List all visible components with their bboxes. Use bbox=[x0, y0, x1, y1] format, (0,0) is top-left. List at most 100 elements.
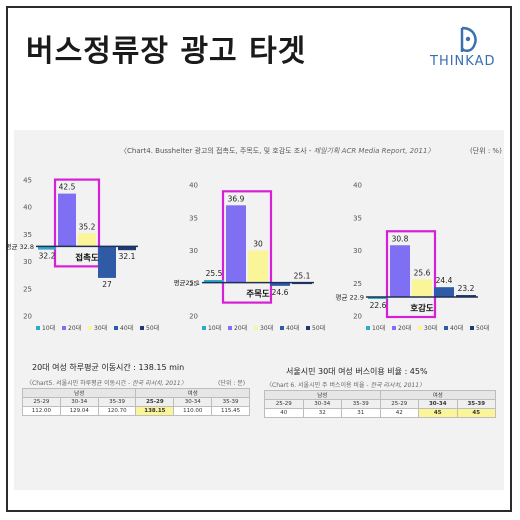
table-age-cell: 35-39 bbox=[211, 397, 250, 407]
table-value-cell: 138.15 bbox=[135, 406, 175, 416]
table-age-cell: 25-29 bbox=[135, 397, 175, 407]
left-table-caption-text: 〈Chart5. 서울시민 하루평균 이동시간 - bbox=[26, 380, 133, 387]
legend-swatch bbox=[62, 326, 66, 330]
data-label: 24.4 bbox=[436, 276, 453, 285]
y-tick-label: 40 bbox=[353, 182, 362, 190]
table-value-cell: 110.00 bbox=[173, 406, 213, 416]
table-group-male: 남성 bbox=[264, 390, 381, 400]
left-table-unit: (단위 : 분) bbox=[218, 380, 246, 387]
left-table-title: 20대 여성 하루평균 이동시간 : 138.15 min bbox=[32, 363, 185, 372]
table-group-female: 여성 bbox=[135, 388, 250, 398]
legend-label: 30대 bbox=[424, 324, 437, 332]
y-tick-label: 30 bbox=[23, 258, 32, 266]
data-label: 30 bbox=[253, 240, 263, 249]
left-table-caption: 〈Chart5. 서울시민 하루평균 이동시간 - 한국 리서치, 2011〉 bbox=[26, 378, 187, 387]
legend-swatch bbox=[114, 326, 118, 330]
thinkad-logo-icon bbox=[460, 26, 477, 52]
data-label: 32.2 bbox=[39, 252, 56, 261]
legend-label: 20대 bbox=[234, 324, 247, 332]
data-label: 24.6 bbox=[272, 288, 289, 297]
legend-swatch bbox=[88, 326, 92, 330]
baseline-label: 평균 22.9 bbox=[336, 293, 365, 302]
bar-10대 bbox=[204, 279, 224, 283]
bar-40대 bbox=[270, 282, 290, 286]
legend-label: 10대 bbox=[42, 324, 55, 332]
data-label: 25.5 bbox=[206, 269, 223, 278]
legend-label: 40대 bbox=[286, 324, 299, 332]
chart-caption-source: 제일기획 ACR Media Report, 2011〉 bbox=[313, 147, 435, 155]
y-tick-label: 25 bbox=[189, 280, 198, 288]
y-tick-label: 20 bbox=[23, 313, 32, 321]
y-tick-label: 30 bbox=[189, 247, 198, 255]
page-title: 버스정류장 광고 타겟 bbox=[26, 34, 307, 69]
table-value-cell: 42 bbox=[379, 408, 419, 418]
table-age-cell: 25-29 bbox=[22, 397, 61, 407]
legend-swatch bbox=[140, 326, 144, 330]
right-table-caption: 〈Chart 6. 서울시민 주 버스이용 비율 - 한국 리서치, 2011〉 bbox=[266, 380, 425, 389]
chart-panel bbox=[14, 130, 504, 490]
bar-20대 bbox=[226, 205, 246, 283]
y-tick-label: 35 bbox=[189, 214, 198, 222]
legend-label: 20대 bbox=[68, 324, 81, 332]
baseline-label: 평균25.1 bbox=[174, 278, 200, 287]
left-data-table: 남성 여성 25-29 30-34 35-39 25-29 30-34 35-3… bbox=[21, 388, 250, 416]
legend-swatch bbox=[418, 326, 422, 330]
chart-caption: 〈Chart4. Busshelter 광고의 접촉도, 주목도, 및 호감도 … bbox=[120, 146, 434, 156]
logo-text: THINKAD bbox=[430, 54, 496, 69]
table-value-cell: 32 bbox=[302, 408, 342, 418]
legend-label: 30대 bbox=[94, 324, 107, 332]
bar-20대 bbox=[58, 193, 76, 247]
legend-label: 30대 bbox=[260, 324, 273, 332]
table-age-cell: 35-39 bbox=[456, 399, 496, 409]
chart-category-label: 접촉도 bbox=[75, 252, 99, 263]
legend-swatch bbox=[228, 326, 232, 330]
table-age-cell: 25-29 bbox=[264, 399, 304, 409]
table-age-cell: 35-39 bbox=[97, 397, 137, 407]
legend-label: 20대 bbox=[398, 324, 411, 332]
y-tick-label: 35 bbox=[353, 214, 362, 222]
y-tick-label: 25 bbox=[23, 285, 32, 293]
table-age-cell: 30-34 bbox=[302, 399, 342, 409]
table-value-cell: 40 bbox=[264, 408, 304, 418]
y-tick-label: 45 bbox=[23, 177, 32, 185]
legend-swatch bbox=[36, 326, 40, 330]
chart-category-label: 호감도 bbox=[410, 303, 434, 314]
legend-swatch bbox=[254, 326, 258, 330]
table-age-cell: 30-34 bbox=[59, 397, 99, 407]
legend-swatch bbox=[444, 326, 448, 330]
data-label: 32.1 bbox=[119, 252, 136, 261]
bar-30대 bbox=[248, 250, 268, 283]
data-label: 35.2 bbox=[79, 222, 96, 231]
legend-label: 40대 bbox=[120, 324, 133, 332]
table-value-cell: 115.45 bbox=[211, 406, 250, 416]
table-value-cell: 45 bbox=[418, 408, 458, 418]
highlight-box bbox=[385, 230, 437, 319]
table-value-cell: 45 bbox=[456, 408, 496, 418]
legend-label: 10대 bbox=[208, 324, 221, 332]
legend-swatch bbox=[280, 326, 284, 330]
legend-label: 50대 bbox=[146, 324, 159, 332]
legend-label: 40대 bbox=[450, 324, 463, 332]
y-tick-label: 40 bbox=[189, 182, 198, 190]
left-table-caption-source: 한국 리서치, 2011〉 bbox=[132, 380, 187, 387]
bar-20대 bbox=[390, 245, 410, 298]
highlight-box bbox=[221, 190, 273, 304]
legend-swatch bbox=[470, 326, 474, 330]
table-group-male: 남성 bbox=[21, 388, 137, 398]
right-table-caption-text: 〈Chart 6. 서울시민 주 버스이용 비율 - bbox=[266, 382, 371, 389]
table-value-cell: 112.00 bbox=[22, 406, 61, 416]
table-age-cell: 30-34 bbox=[418, 399, 458, 409]
bar-10대 bbox=[38, 246, 56, 250]
bar-10대 bbox=[368, 297, 388, 299]
highlight-box bbox=[53, 178, 101, 268]
y-tick-label: 35 bbox=[23, 231, 32, 239]
chart-unit: (단위 : %) bbox=[470, 147, 502, 155]
right-table-caption-source: 한국 리서치, 2011〉 bbox=[370, 382, 426, 389]
table-group-female: 여성 bbox=[379, 390, 496, 400]
legend-swatch bbox=[392, 326, 396, 330]
legend-label: 10대 bbox=[372, 324, 385, 332]
table-age-cell: 35-39 bbox=[341, 399, 381, 409]
table-value-cell: 129.04 bbox=[59, 406, 99, 416]
legend-label: 50대 bbox=[312, 324, 325, 332]
